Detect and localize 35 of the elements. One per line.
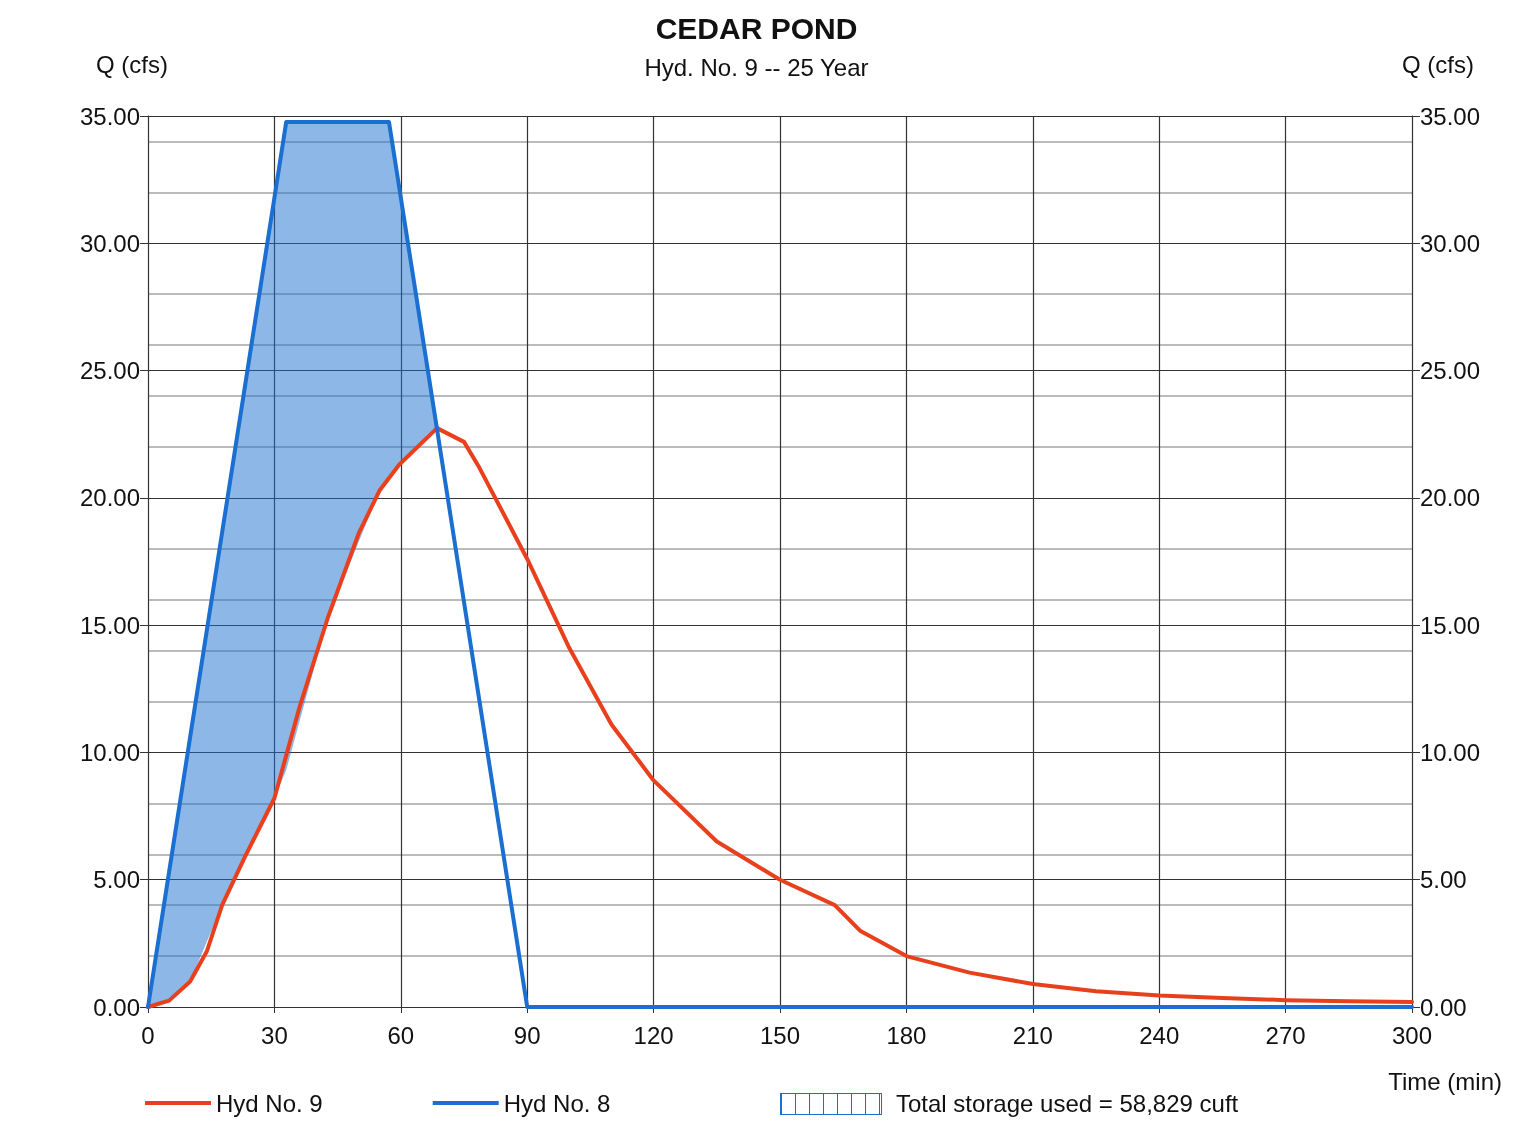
y-tick-label: 10.00 [79,738,140,766]
text: Total storage used = 58,829 cuft [896,1090,1239,1118]
y2-tick-label: 25.00 [1420,357,1481,385]
x-tick-label: 0 [141,1021,155,1049]
x-tick-label: 150 [759,1021,801,1049]
y2-tick-label: 10.00 [1420,738,1481,766]
y2-tick-label: 15.00 [1420,611,1481,639]
y2-tick-label: 20.00 [1420,484,1481,512]
y-tick-label: 5.00 [93,866,140,894]
x-tick-label: 90 [513,1021,541,1049]
y-tick-label: 15.00 [79,611,140,639]
x-tick-label: 270 [1265,1021,1306,1049]
y-tick-label: 30.00 [79,229,140,257]
y-tick-label: 25.00 [79,357,140,385]
y-tick-label: 0.00 [93,993,140,1021]
y-tick-label: 20.00 [79,484,140,512]
y-axis-title: Q (cfs) [96,50,168,78]
x-tick-label: 300 [1391,1021,1433,1049]
y2-axis-title: Q (cfs) [1402,50,1474,78]
x-tick-label: 180 [886,1021,927,1049]
x-tick-label: 120 [633,1021,674,1049]
y-tick-label: 35.00 [79,102,140,130]
x-tick-label: 210 [1012,1021,1053,1049]
y2-tick-label: 30.00 [1420,229,1481,257]
x-tick-label: 240 [1139,1021,1180,1049]
y2-tick-label: 0.00 [1420,993,1467,1021]
y2-tick-label: 35.00 [1420,102,1481,130]
y2-tick-label: 5.00 [1420,866,1467,894]
legend-label: Hyd No. 8 [503,1089,611,1117]
chart-subtitle: Hyd. No. 9 -- 25 Year [644,53,869,81]
chart-title: CEDAR POND [655,11,858,45]
x-tick-label: 30 [261,1021,288,1049]
x-tick-label: 60 [387,1021,415,1049]
x-axis-title: Time (min) [1388,1067,1502,1095]
legend-label: Hyd No. 9 [216,1089,323,1117]
